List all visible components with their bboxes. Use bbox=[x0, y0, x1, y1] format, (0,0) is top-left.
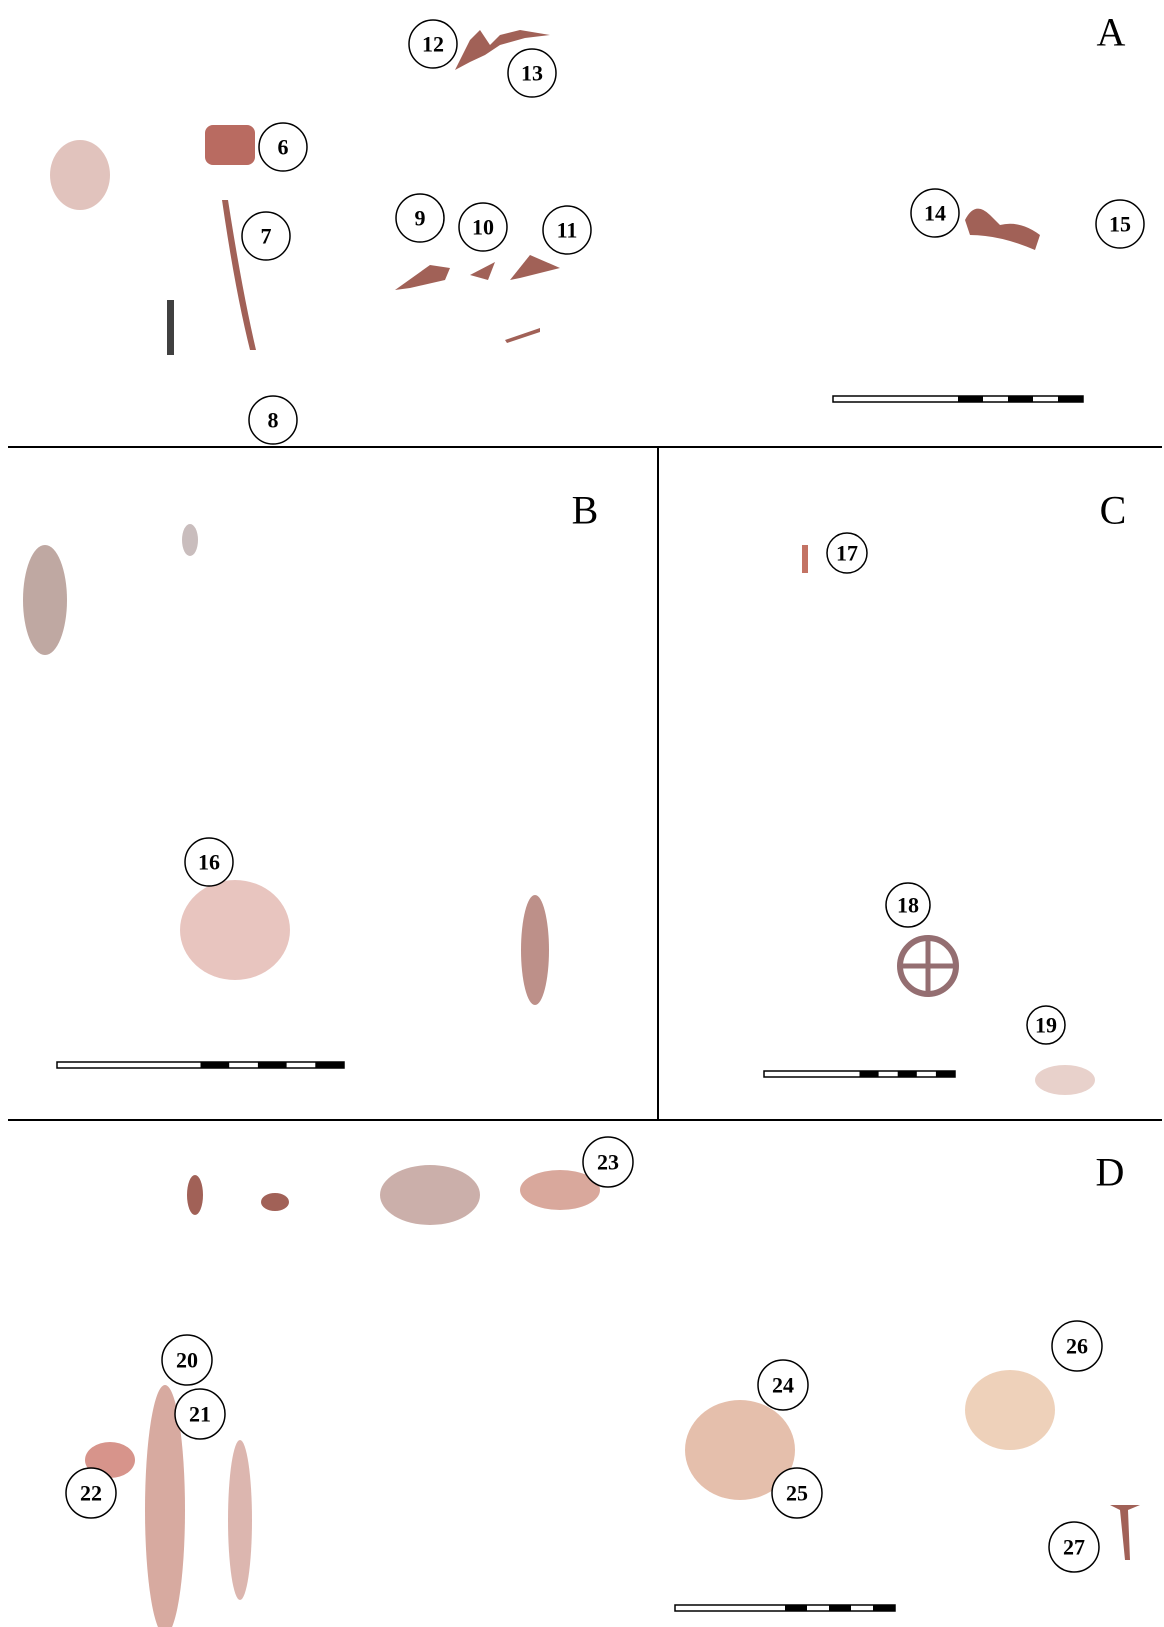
marker-circle bbox=[161, 1334, 213, 1386]
marker-circle bbox=[507, 48, 557, 98]
marker-number: 18 bbox=[897, 893, 919, 918]
panel-label: C bbox=[1100, 488, 1127, 533]
marker-number: 8 bbox=[268, 408, 279, 433]
marker-circle bbox=[826, 532, 868, 574]
marker-number: 25 bbox=[786, 1481, 808, 1506]
panel-label: B bbox=[572, 488, 599, 533]
scale-segment bbox=[200, 1062, 230, 1068]
scale-segment bbox=[873, 1605, 895, 1611]
scale-segment bbox=[315, 1062, 344, 1068]
marker-circle bbox=[1026, 1005, 1066, 1045]
marker-number: 16 bbox=[198, 850, 220, 875]
scale-segment bbox=[935, 1071, 955, 1077]
marker-number: 27 bbox=[1063, 1535, 1085, 1560]
marker-circle bbox=[65, 1467, 117, 1519]
marker-number: 22 bbox=[80, 1481, 102, 1506]
marker-number: 15 bbox=[1109, 212, 1131, 237]
marker-number: 6 bbox=[278, 135, 289, 160]
marker-number: 9 bbox=[415, 206, 426, 231]
marker-number: 12 bbox=[422, 32, 444, 57]
scale-segment bbox=[897, 1071, 917, 1077]
panel-label: D bbox=[1096, 1150, 1125, 1195]
marker-circle bbox=[910, 188, 960, 238]
annotations: A 12 13 6 7 8 9 10 11 14 15 B 16 C 17 18 19 D 23 20 21 22 24 25… bbox=[56, 10, 1145, 1612]
scale-segment bbox=[785, 1605, 807, 1611]
marker-number: 7 bbox=[261, 224, 272, 249]
marker-number: 20 bbox=[176, 1348, 198, 1373]
marker-number: 23 bbox=[597, 1150, 619, 1175]
scale-segment bbox=[1058, 396, 1083, 402]
marker-circle bbox=[258, 122, 308, 172]
marker-circle bbox=[1095, 199, 1145, 249]
marker-circle bbox=[757, 1359, 809, 1411]
marker-number: 10 bbox=[472, 215, 494, 240]
marker-number: 24 bbox=[772, 1373, 794, 1398]
marker-circle bbox=[1051, 1320, 1103, 1372]
rock-art-figures bbox=[23, 30, 1140, 1627]
marker-circle bbox=[582, 1136, 634, 1188]
marker-circle bbox=[542, 205, 592, 255]
marker-circle bbox=[184, 837, 234, 887]
scale-bar bbox=[763, 1070, 956, 1078]
marker-circle bbox=[241, 211, 291, 261]
marker-number: 26 bbox=[1066, 1334, 1088, 1359]
marker-number: 14 bbox=[924, 201, 946, 226]
scale-segment bbox=[859, 1071, 879, 1077]
marker-number: 17 bbox=[836, 541, 858, 566]
marker-circle bbox=[458, 202, 508, 252]
scale-segment bbox=[829, 1605, 851, 1611]
marker-circle bbox=[1048, 1521, 1100, 1573]
scale-bar bbox=[832, 395, 1084, 403]
marker-number: 21 bbox=[189, 1402, 211, 1427]
marker-circle bbox=[248, 395, 298, 445]
marker-number: 19 bbox=[1035, 1013, 1057, 1038]
marker-circle bbox=[174, 1388, 226, 1440]
scale-segment bbox=[257, 1062, 287, 1068]
scale-segment bbox=[1008, 396, 1033, 402]
scale-bar bbox=[56, 1061, 345, 1069]
scale-bar bbox=[674, 1604, 896, 1612]
marker-number: 13 bbox=[521, 61, 543, 86]
scale-segment bbox=[958, 396, 983, 402]
marker-circle bbox=[395, 193, 445, 243]
marker-circle bbox=[771, 1467, 823, 1519]
marker-number: 11 bbox=[557, 218, 578, 243]
marker-circle bbox=[408, 19, 458, 69]
marker-circle bbox=[885, 882, 931, 928]
panel-label: A bbox=[1097, 10, 1126, 55]
panel-dividers bbox=[8, 446, 1162, 1121]
